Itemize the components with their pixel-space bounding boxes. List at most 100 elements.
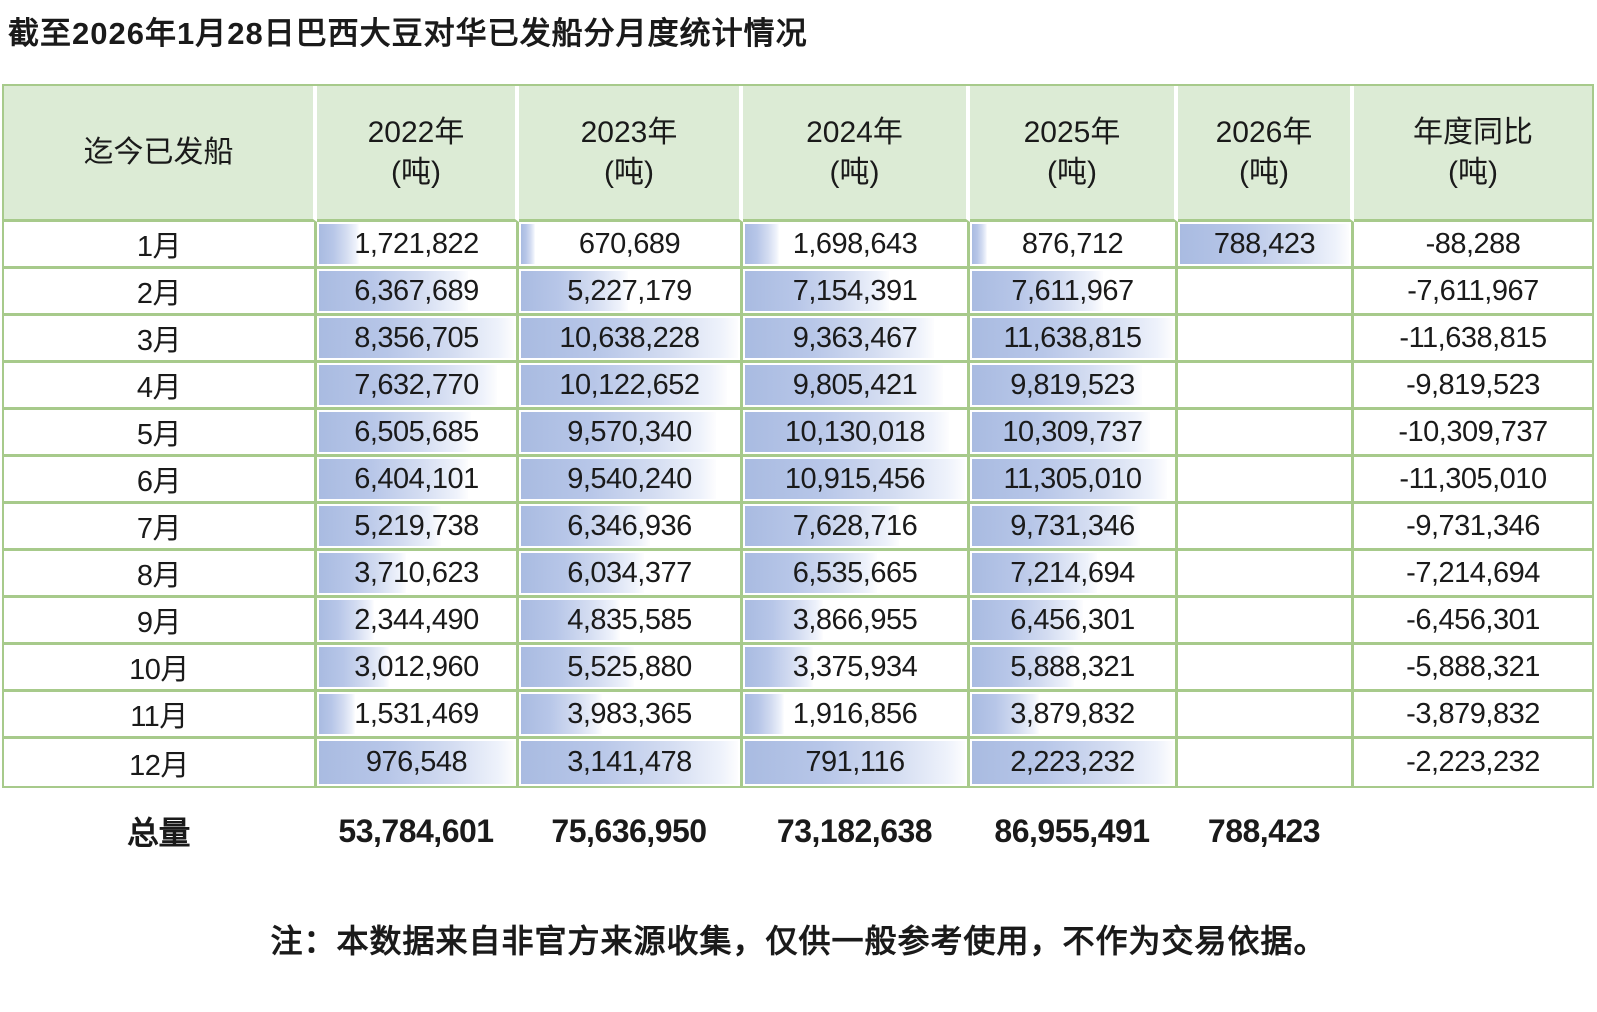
data-bar	[521, 600, 620, 640]
cell-text: 3,012,960	[354, 650, 479, 683]
data-bar	[972, 647, 1074, 687]
value-cell: 6,346,936	[519, 504, 743, 551]
value-cell: 10,915,456	[743, 457, 970, 504]
value-cell: 7,154,391	[743, 269, 970, 316]
value-cell: 9,731,346	[970, 504, 1178, 551]
cell-text: 9,805,421	[792, 368, 918, 401]
data-bar	[972, 600, 1084, 640]
value-cell	[1178, 457, 1354, 504]
data-bar	[521, 741, 738, 784]
month-cell: 8月	[4, 551, 317, 598]
cell-text: 11,638,815	[1003, 321, 1143, 354]
cell-text: 5,227,179	[567, 274, 692, 307]
yoy-cell: -2,223,232	[1354, 739, 1592, 786]
header-label: 迄今已发船	[83, 135, 234, 169]
data-bar	[745, 553, 877, 593]
value-cell: 6,404,101	[317, 457, 519, 504]
value-cell: 6,034,377	[519, 551, 743, 598]
data-bar	[745, 741, 965, 784]
cell-text: -3,879,832	[1406, 697, 1540, 730]
value-cell: 11,305,010	[970, 457, 1178, 504]
data-bar	[1180, 224, 1349, 264]
cell-text: 10,915,456	[784, 462, 926, 495]
data-bar	[745, 600, 823, 640]
cell-text: 1,531,469	[354, 697, 479, 730]
value-cell: 9,805,421	[743, 363, 970, 410]
month-cell: 1月	[4, 222, 317, 269]
cell-text: -9,731,346	[1406, 509, 1540, 542]
cell-text: 12月	[129, 749, 189, 782]
cell-text: 9,819,523	[1010, 368, 1135, 401]
value-cell	[1178, 598, 1354, 645]
data-bar	[521, 271, 628, 311]
header-cell: 2022年 (吨)	[317, 86, 519, 222]
cell-text: -2,223,232	[1406, 746, 1540, 778]
cell-text: 6,346,936	[567, 509, 692, 542]
header-cell: 迄今已发船	[4, 86, 317, 222]
value-cell: 5,227,179	[519, 269, 743, 316]
footnote: 注：本数据来自非官方来源收集，仅供一般参考使用，不作为交易依据。	[270, 923, 1327, 959]
cell-text: 3,141,478	[567, 746, 692, 778]
cell-text: 10月	[129, 654, 189, 686]
data-bar	[319, 694, 355, 734]
data-bar	[745, 459, 965, 499]
cell-text: 7月	[136, 513, 182, 545]
cell-text: 10,130,018	[784, 415, 926, 448]
value-cell: 5,219,738	[317, 504, 519, 551]
header-cell: 2023年 (吨)	[519, 86, 743, 222]
value-cell: 8,356,705	[317, 316, 519, 363]
data-bar	[745, 694, 784, 734]
cell-text: 11月	[130, 701, 188, 733]
value-cell: 1,531,469	[317, 692, 519, 739]
cell-text: 9,731,346	[1010, 509, 1135, 542]
cell-text: -10,309,737	[1398, 415, 1548, 448]
value-cell: 11,638,815	[970, 316, 1178, 363]
header-year: 2025年	[1023, 115, 1121, 149]
header-year: 年度同比	[1413, 115, 1533, 149]
cell-text: 8,356,705	[354, 321, 479, 354]
header-cell: 年度同比 (吨)	[1354, 86, 1592, 222]
cell-text: 3,375,934	[792, 650, 918, 683]
value-cell: 3,879,832	[970, 692, 1178, 739]
yoy-cell: -7,611,967	[1354, 269, 1592, 316]
cell-text: 9,363,467	[792, 321, 918, 354]
cell-text: 7,632,770	[354, 368, 479, 401]
data-bar	[521, 694, 603, 734]
data-bar	[972, 224, 988, 264]
data-bar	[521, 318, 738, 358]
month-cell: 11月	[4, 692, 317, 739]
data-bar	[745, 506, 899, 546]
value-cell	[1178, 504, 1354, 551]
data-bar	[521, 647, 634, 687]
cell-text: 4月	[136, 372, 182, 404]
month-cell: 7月	[4, 504, 317, 551]
header-year: 2026年	[1215, 115, 1313, 149]
value-cell: 6,505,685	[317, 410, 519, 457]
value-cell: 9,363,467	[743, 316, 970, 363]
data-bar	[319, 459, 469, 499]
cell-text: 2月	[136, 278, 182, 310]
total-value: 75,636,950	[551, 812, 707, 849]
cell-text: 876,712	[1021, 227, 1124, 260]
cell-text: 7,214,694	[1010, 556, 1135, 589]
cell-text: 976,548	[365, 746, 468, 778]
cell-text: 3,866,955	[792, 603, 918, 636]
month-cell: 4月	[4, 363, 317, 410]
yoy-cell: -11,305,010	[1354, 457, 1592, 504]
data-bar	[745, 318, 934, 358]
month-cell: 10月	[4, 645, 317, 692]
cell-text: 1,916,856	[792, 697, 918, 730]
value-cell: 2,344,490	[317, 598, 519, 645]
value-cell	[1178, 410, 1354, 457]
data-bar	[521, 553, 645, 593]
value-cell: 1,698,643	[743, 222, 970, 269]
value-cell	[1178, 363, 1354, 410]
data-bar	[972, 506, 1141, 546]
yoy-cell: -5,888,321	[1354, 645, 1592, 692]
value-cell	[1178, 692, 1354, 739]
header-year: 2023年	[580, 115, 678, 149]
data-bar	[319, 365, 498, 405]
data-bar	[745, 365, 943, 405]
cell-text: 6,535,665	[792, 556, 918, 589]
cell-text: 6,505,685	[354, 415, 479, 448]
